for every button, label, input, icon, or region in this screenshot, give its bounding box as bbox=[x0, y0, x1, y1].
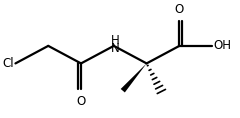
Text: OH: OH bbox=[213, 39, 231, 52]
Text: Cl: Cl bbox=[3, 57, 14, 70]
Text: O: O bbox=[175, 3, 184, 16]
Polygon shape bbox=[121, 63, 147, 93]
Text: N: N bbox=[110, 42, 119, 55]
Text: H: H bbox=[110, 34, 119, 46]
Text: O: O bbox=[76, 95, 86, 108]
